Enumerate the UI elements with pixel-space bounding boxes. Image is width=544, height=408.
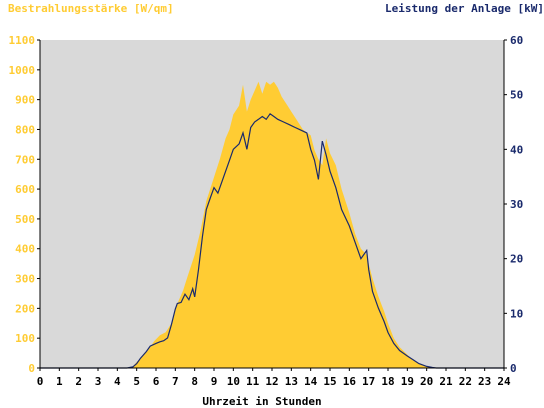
x-tick-label: 2 xyxy=(75,375,82,388)
x-tick-label: 19 xyxy=(401,375,414,388)
left-tick-label: 500 xyxy=(15,213,35,226)
left-tick-label: 1100 xyxy=(9,34,36,47)
left-tick-label: 1000 xyxy=(9,64,36,77)
x-tick-label: 12 xyxy=(265,375,278,388)
left-tick-label: 0 xyxy=(28,362,35,375)
left-tick-label: 200 xyxy=(15,302,35,315)
x-tick-label: 9 xyxy=(211,375,218,388)
x-tick-label: 18 xyxy=(381,375,394,388)
right-axis-title: Leistung der Anlage [kW] xyxy=(385,2,544,15)
x-tick-label: 14 xyxy=(304,375,318,388)
power-line xyxy=(40,112,504,369)
x-tick-label: 23 xyxy=(478,375,491,388)
x-tick-label: 16 xyxy=(343,375,357,388)
x-tick-label: 4 xyxy=(114,375,121,388)
x-tick-label: 20 xyxy=(420,375,433,388)
x-tick-label: 22 xyxy=(459,375,472,388)
x-tick-label: 11 xyxy=(246,375,260,388)
x-tick-label: 13 xyxy=(285,375,298,388)
left-tick-label: 100 xyxy=(15,332,35,345)
x-tick-label: 1 xyxy=(56,375,63,388)
x-tick-label: 17 xyxy=(362,375,375,388)
right-tick-label: 60 xyxy=(510,34,523,47)
x-tick-label: 7 xyxy=(172,375,179,388)
x-tick-label: 5 xyxy=(133,375,140,388)
x-axis-title: Uhrzeit in Stunden xyxy=(202,395,321,408)
right-tick-label: 50 xyxy=(510,89,523,102)
x-tick-label: 6 xyxy=(153,375,160,388)
right-tick-label: 20 xyxy=(510,253,523,266)
left-tick-label: 900 xyxy=(15,94,35,107)
x-tick-label: 8 xyxy=(191,375,198,388)
left-tick-label: 800 xyxy=(15,123,35,136)
left-tick-label: 400 xyxy=(15,243,35,256)
left-tick-label: 300 xyxy=(15,273,35,286)
right-tick-label: 40 xyxy=(510,143,523,156)
right-tick-label: 30 xyxy=(510,198,523,211)
x-tick-label: 0 xyxy=(37,375,44,388)
right-tick-label: 0 xyxy=(510,362,517,375)
x-tick-label: 10 xyxy=(227,375,240,388)
x-tick-label: 3 xyxy=(95,375,102,388)
left-axis-title: Bestrahlungsstärke [W/qm] xyxy=(8,2,174,15)
x-tick-label: 21 xyxy=(439,375,453,388)
left-tick-label: 600 xyxy=(15,183,35,196)
x-tick-label: 24 xyxy=(497,375,511,388)
left-tick-label: 700 xyxy=(15,153,35,166)
irradiance-area xyxy=(40,81,504,368)
x-tick-label: 15 xyxy=(323,375,336,388)
right-tick-label: 10 xyxy=(510,307,523,320)
